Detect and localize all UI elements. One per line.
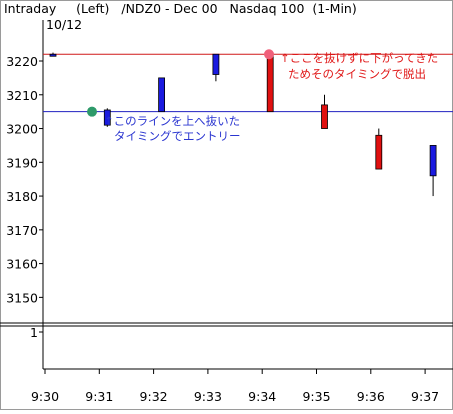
y-tick-label: 3170: [6, 223, 38, 238]
candle: [158, 77, 166, 113]
x-tick-label: 9:33: [194, 389, 222, 404]
y-tick-label: 3180: [6, 189, 38, 204]
exit-annotation-line1: ↑ここを抜けずに下がってきた: [280, 51, 438, 65]
chart-date: 10/12: [46, 17, 82, 32]
entry-marker: [87, 106, 97, 117]
candle: [429, 145, 437, 197]
candles: [49, 52, 437, 197]
chart-title: Intraday (Left) /NDZ0 - Dec 00 Nasdaq 10…: [4, 1, 357, 16]
candle-body: [266, 53, 274, 113]
candle: [212, 53, 220, 82]
entry-annotation-line2: タイミングでエントリー: [114, 129, 241, 143]
lower-panel-tick-label: 1: [30, 325, 38, 340]
candle-body: [49, 53, 57, 57]
exit-marker: [264, 49, 274, 60]
y-tick-label: 3220: [6, 54, 38, 69]
x-tick-label: 9:32: [140, 389, 168, 404]
candle-body: [429, 145, 437, 177]
entry-annotation-line1: ↑このラインを上へ抜いた: [104, 114, 240, 128]
x-axis: 9:30 9:31 9:32 9:33 9:34 9:35 9:36 9:37: [31, 369, 439, 404]
candle: [321, 94, 328, 129]
candle-body: [158, 77, 166, 113]
lower-panel: 1: [30, 325, 43, 340]
x-tick-label: 9:34: [248, 389, 276, 404]
y-tick-label: 3210: [6, 88, 38, 103]
x-tick-label: 9:37: [411, 389, 439, 404]
candle: [266, 53, 274, 113]
exit-annotation-line2: ためそのタイミングで脱出: [288, 67, 426, 81]
x-tick-label: 9:30: [31, 389, 59, 404]
candle-body: [375, 134, 383, 170]
x-tick-label: 9:31: [85, 389, 113, 404]
y-tick-label: 3190: [6, 155, 38, 170]
y-tick-label: 3160: [6, 257, 38, 272]
candle-body: [212, 53, 220, 75]
y-axis: 3150 3160 3170 3180 3190 3200 3210 3220: [6, 54, 43, 305]
y-tick-label: 3150: [6, 290, 38, 305]
candle: [375, 128, 383, 170]
x-tick-label: 9:36: [357, 389, 385, 404]
annotations: ↑このラインを上へ抜いた タイミングでエントリー ↑ここを抜けずに下がってきた …: [87, 49, 438, 143]
reference-lines: [43, 53, 453, 113]
candle: [49, 52, 57, 57]
candle: [103, 108, 111, 127]
x-tick-label: 9:35: [302, 389, 330, 404]
candle-body: [321, 104, 328, 129]
candle-body: [103, 109, 111, 126]
y-tick-label: 3200: [6, 122, 38, 137]
